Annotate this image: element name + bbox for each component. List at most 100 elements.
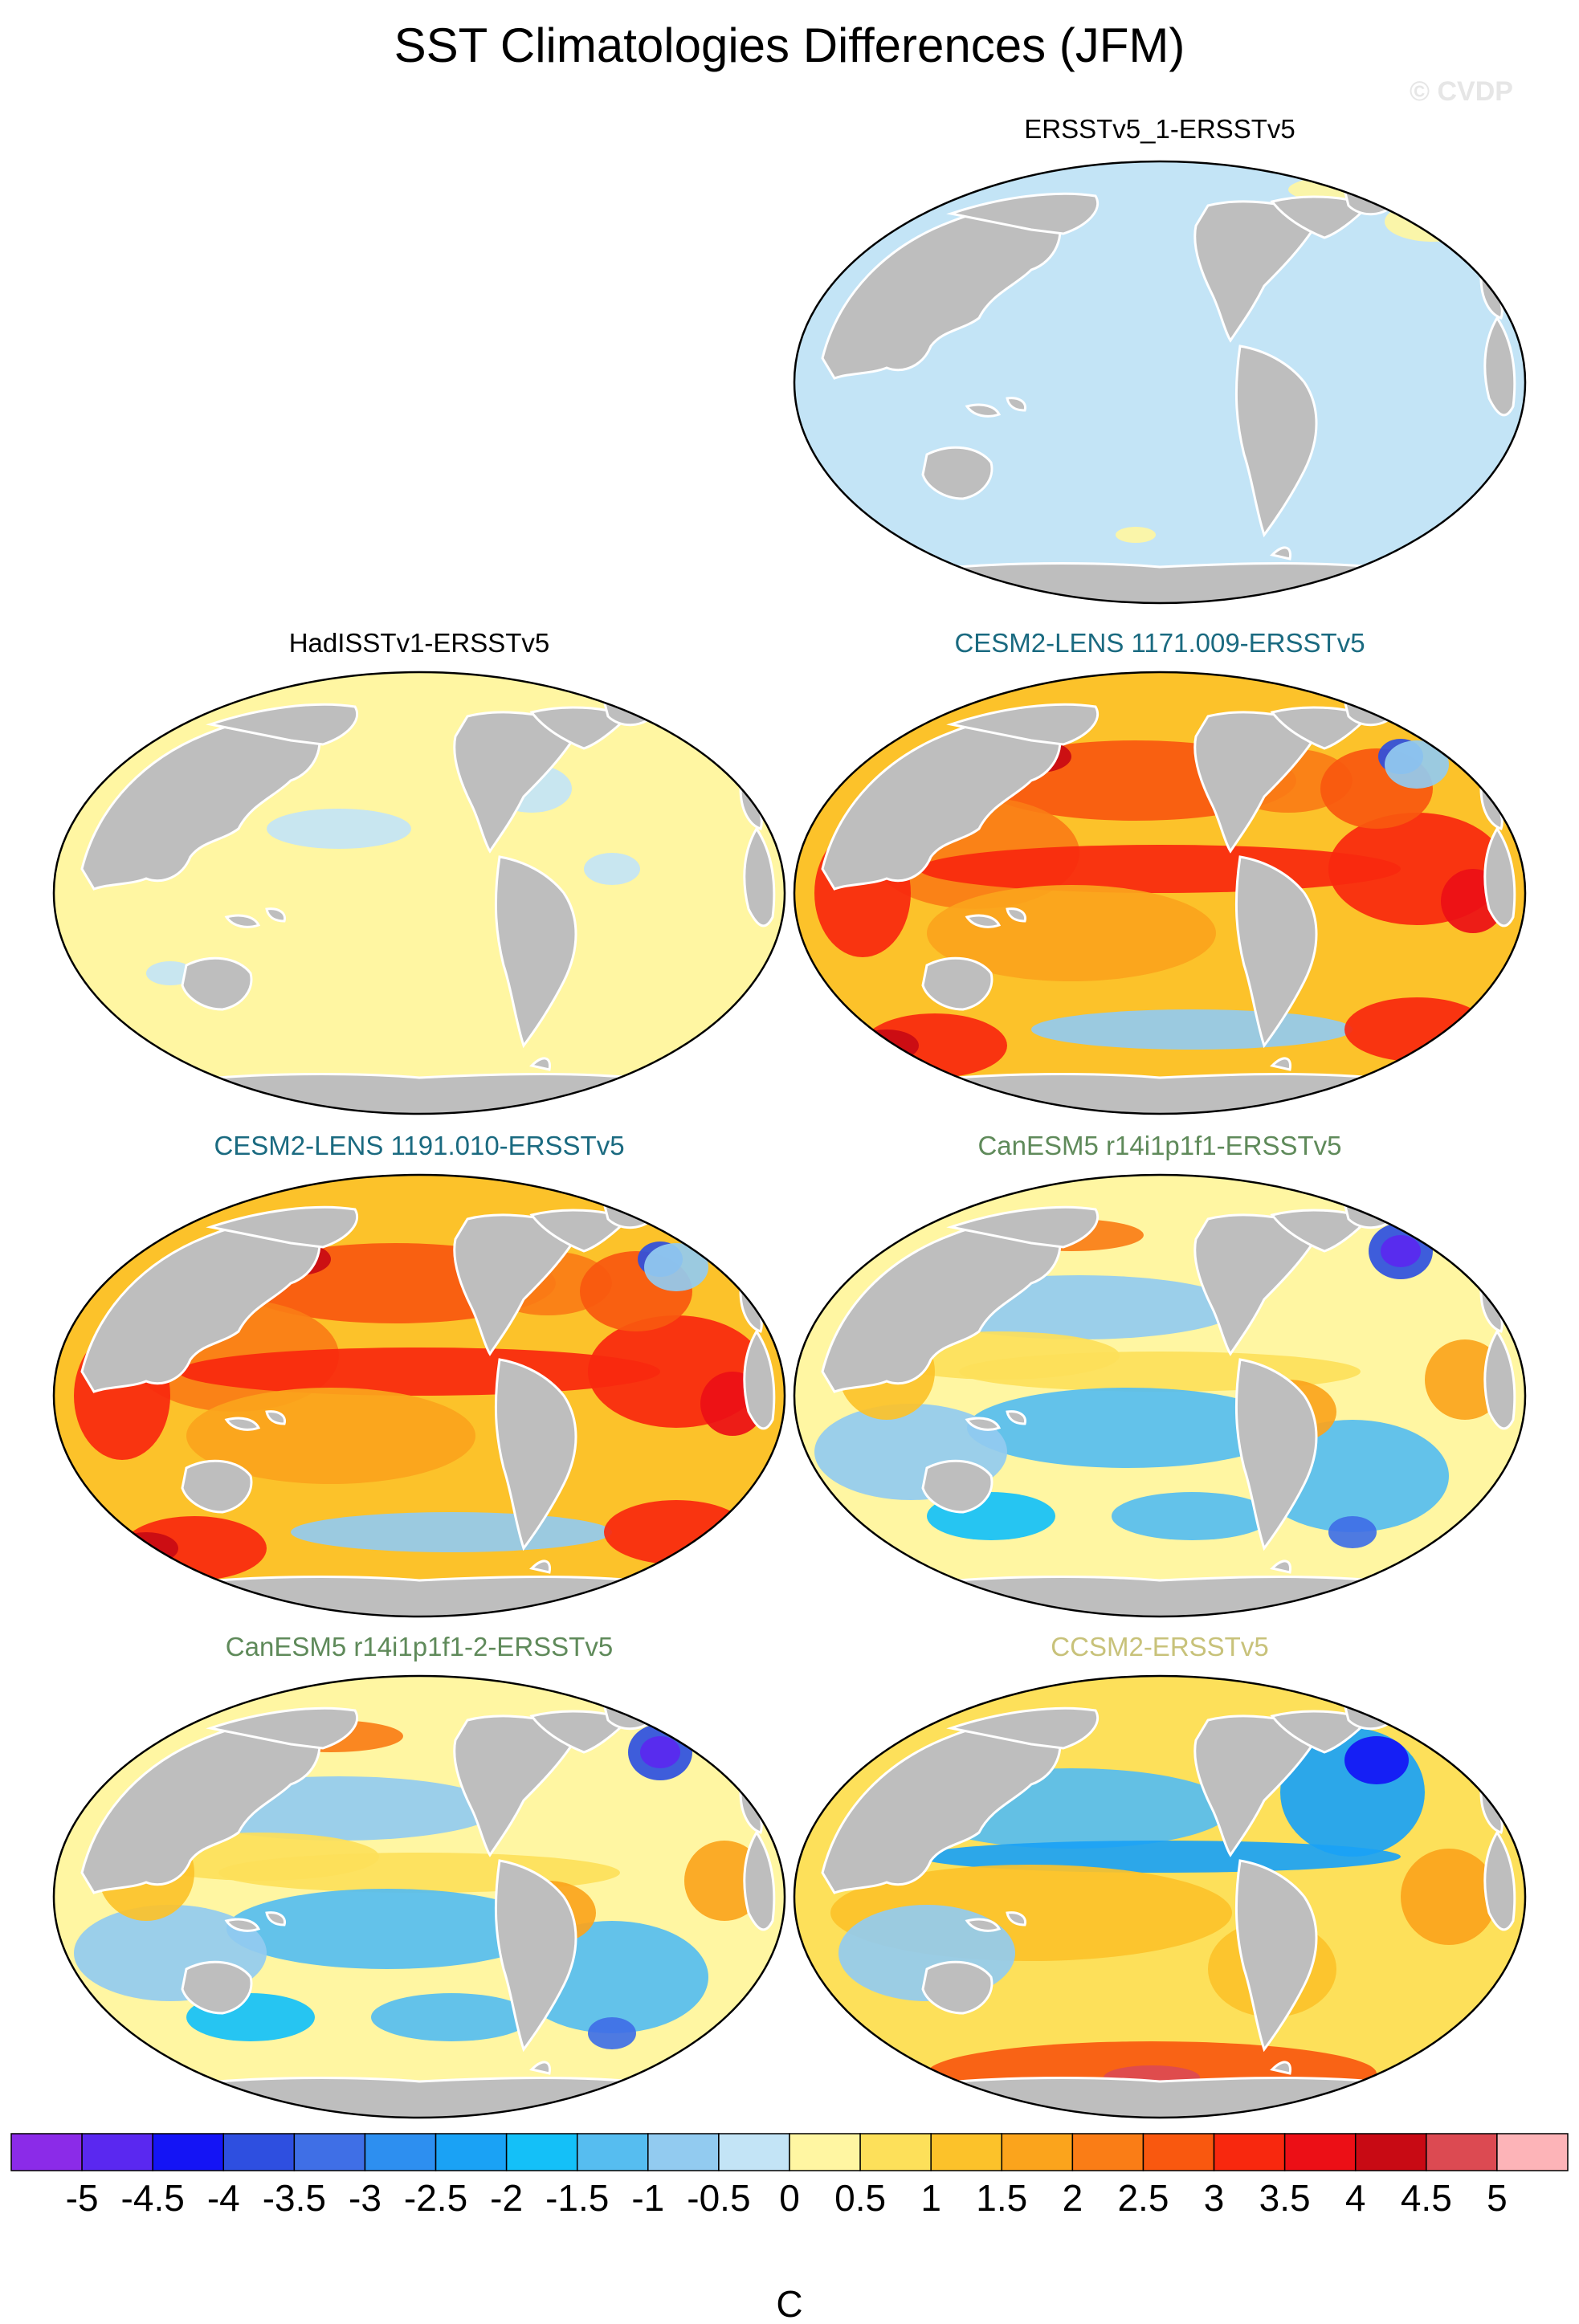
land-mass <box>743 1329 776 1430</box>
land-mass <box>743 826 776 928</box>
sst-anomaly-region <box>644 1243 708 1291</box>
colorbar-tick-label: 1.5 <box>976 2177 1027 2219</box>
colorbar-tick-label: -2.5 <box>404 2177 467 2219</box>
sst-anomaly-region <box>855 1029 919 1062</box>
land-mass <box>921 1960 994 2015</box>
land-mass <box>1270 1710 1371 1754</box>
land-mass <box>181 1960 253 2015</box>
watermark: © CVDP <box>1410 76 1513 107</box>
colorbar-box <box>1001 2133 1074 2171</box>
colorbar-tick-label: -3.5 <box>263 2177 326 2219</box>
land-mass <box>206 1706 358 1750</box>
land-mass <box>1483 316 1516 417</box>
colorbar-tick-label: 1 <box>920 2177 941 2219</box>
land-mass <box>224 1417 261 1431</box>
sst-anomaly-region <box>1377 1692 1425 1716</box>
colorbar-box <box>435 2133 508 2171</box>
land-mass <box>965 914 1002 928</box>
colorbar-tick-label: -2 <box>490 2177 523 2219</box>
sst-anomaly-region <box>114 1532 178 1564</box>
colorbar-box <box>1496 2133 1569 2171</box>
land-mass <box>946 1205 1099 1249</box>
sst-anomaly-region <box>1385 740 1449 789</box>
land-mass <box>1006 1911 1027 1926</box>
colorbar-tick-label: 4 <box>1345 2177 1366 2219</box>
sst-anomaly-region <box>1381 1235 1421 1267</box>
colorbar-tick-label: -3 <box>349 2177 381 2219</box>
panel-title-6: CanESM5 r14i1p1f1-2-ERSSTv5 <box>225 1632 614 1661</box>
map-panel-4 <box>52 1173 786 1618</box>
colorbar-box <box>576 2133 649 2171</box>
land-mass <box>1270 195 1371 239</box>
sst-anomaly-region <box>684 1841 765 1921</box>
map-panel-5 <box>793 1173 1527 1618</box>
land-mass <box>1270 546 1292 561</box>
colorbar-tick-label: -4.5 <box>121 2177 185 2219</box>
land-mass <box>1234 1859 1318 2053</box>
map-outline <box>793 160 1527 605</box>
map-panel-1 <box>793 160 1527 605</box>
land-mass <box>821 1218 1062 1393</box>
sst-anomaly-region <box>588 2017 636 2049</box>
land-mass <box>206 1205 358 1249</box>
sst-field <box>794 1175 1525 1617</box>
colorbar-box <box>81 2133 153 2171</box>
sst-anomaly-region <box>1328 1516 1377 1548</box>
colorbar-box <box>10 2133 83 2171</box>
colorbar-box <box>293 2133 366 2171</box>
sst-anomaly-region <box>604 1500 749 1564</box>
sst-anomaly-region <box>1401 1849 1497 1945</box>
land-mass <box>1270 1560 1292 1574</box>
land-mass <box>224 1918 261 1932</box>
sst-anomaly-region <box>291 1512 612 1552</box>
colorbar-tick-label: -0.5 <box>687 2177 750 2219</box>
sst-field <box>794 1676 1525 2118</box>
land-mass <box>181 956 253 1011</box>
sst-anomaly-region <box>1116 527 1156 543</box>
sst-anomaly-region <box>371 1993 532 2041</box>
map-panel-6 <box>52 1674 786 2119</box>
colorbar-tick-label: 5 <box>1487 2177 1508 2219</box>
land-mass <box>80 716 321 891</box>
colorbar-units: C <box>776 2283 802 2324</box>
colorbar-box <box>1142 2133 1215 2171</box>
land-mass <box>965 1417 1002 1431</box>
land-mass <box>946 192 1099 235</box>
land-mass <box>529 1710 630 1754</box>
land-mass <box>206 703 358 746</box>
land-mass <box>80 1719 321 1894</box>
colorbar-box <box>505 2133 578 2171</box>
land-mass <box>1006 1410 1027 1425</box>
land-mass <box>265 907 287 923</box>
land-mass <box>1270 2061 1292 2075</box>
colorbar-tick-label: 4.5 <box>1401 2177 1452 2219</box>
land-mass <box>1270 1057 1292 1071</box>
sst-anomaly-region <box>584 853 640 885</box>
map-outline <box>52 1674 786 2119</box>
colorbar-box <box>1283 2133 1357 2171</box>
land-mass <box>1270 706 1371 750</box>
land-mass <box>1006 907 1027 923</box>
colorbar-box <box>859 2133 932 2171</box>
land-mass <box>1006 397 1027 412</box>
panel-title-3: CESM2-LENS 1171.009-ERSSTv5 <box>954 628 1365 658</box>
land-mass <box>265 1410 287 1425</box>
page-title: SST Climatologies Differences (JFM) <box>394 18 1185 72</box>
colorbar-box <box>789 2133 861 2171</box>
land-mass <box>494 855 577 1049</box>
colorbar-tick-label: -1 <box>631 2177 664 2219</box>
sst-anomaly-region <box>226 1889 548 1969</box>
land-mass <box>921 956 994 1011</box>
colorbar-box <box>1071 2133 1144 2171</box>
sst-anomaly-region <box>640 1736 680 1768</box>
colorbar-tick-label: 0.5 <box>834 2177 886 2219</box>
land-mass <box>1234 855 1318 1049</box>
sst-anomaly-region <box>1344 997 1489 1062</box>
land-mass <box>1234 1358 1318 1551</box>
land-mass <box>529 1560 552 1574</box>
sst-anomaly-region <box>1425 1339 1505 1420</box>
land-mass <box>1270 1209 1371 1253</box>
field-background <box>54 672 785 1114</box>
colorbar-tick-label: -5 <box>66 2177 99 2219</box>
colorbar-tick-label: 3 <box>1204 2177 1225 2219</box>
